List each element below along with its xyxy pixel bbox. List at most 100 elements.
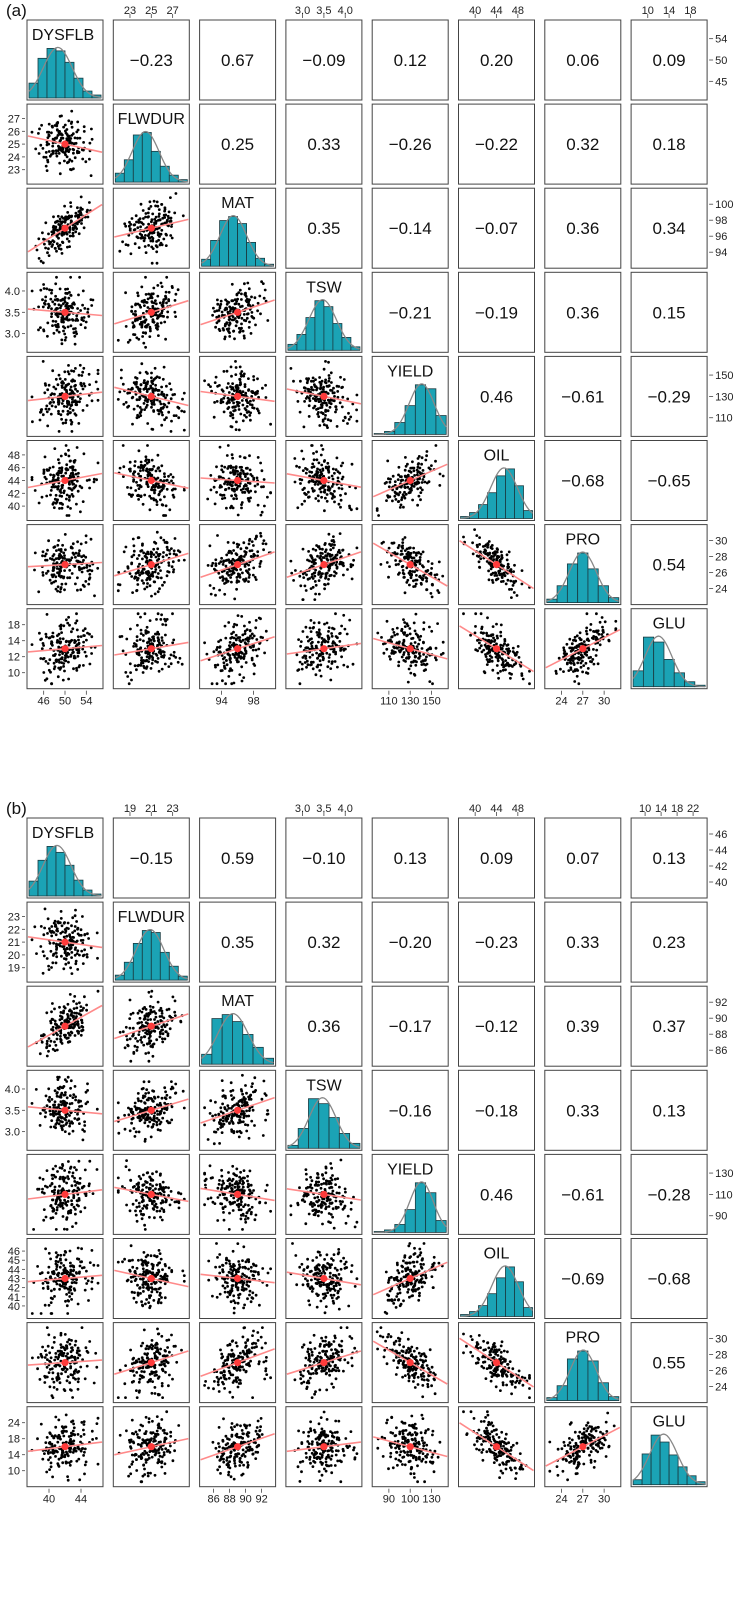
data-point: [152, 199, 156, 203]
data-point: [387, 477, 390, 481]
data-point: [355, 408, 358, 412]
correlation-value: 0.33: [307, 135, 340, 154]
data-point: [70, 304, 73, 308]
data-point: [505, 553, 509, 557]
data-point: [355, 393, 359, 397]
data-point: [239, 472, 242, 476]
data-point: [142, 239, 146, 243]
data-point: [236, 473, 240, 476]
data-point: [157, 554, 161, 558]
data-point: [250, 540, 254, 543]
data-point: [316, 656, 319, 660]
cell-0-5: 0.20: [458, 19, 535, 101]
data-point: [330, 632, 333, 635]
cell-3-2: [199, 271, 277, 353]
cell-5-1: [112, 440, 190, 521]
mean-point: [61, 392, 69, 400]
data-point: [238, 455, 242, 458]
data-point: [171, 612, 174, 616]
data-point: [400, 552, 404, 556]
data-point: [592, 630, 595, 633]
data-point: [315, 544, 318, 547]
data-point: [52, 667, 56, 671]
data-point: [223, 496, 227, 500]
density-curve: [374, 383, 447, 436]
data-point: [246, 281, 250, 285]
data-point: [128, 460, 132, 464]
data-point: [501, 572, 505, 576]
data-point: [145, 382, 149, 386]
data-point: [74, 639, 77, 643]
data-point: [570, 642, 574, 646]
data-point: [506, 566, 510, 569]
cell-6-5: [458, 524, 535, 606]
data-point: [139, 236, 143, 240]
data-point: [162, 538, 166, 542]
data-point: [63, 159, 66, 163]
data-point: [121, 382, 125, 386]
data-point: [323, 484, 327, 487]
data-point: [230, 399, 234, 402]
data-point: [60, 486, 64, 490]
data-point: [345, 632, 349, 636]
data-point: [418, 560, 421, 563]
data-point: [227, 573, 231, 577]
correlation-value: 0.20: [480, 51, 513, 70]
data-point: [58, 466, 61, 470]
data-point: [127, 682, 131, 686]
data-point: [208, 584, 212, 587]
data-point: [78, 549, 81, 553]
data-point: [73, 342, 77, 346]
data-point: [242, 318, 246, 322]
data-point: [148, 578, 152, 581]
data-point: [249, 555, 253, 558]
data-point: [438, 484, 442, 487]
data-point: [486, 552, 489, 555]
data-point: [324, 401, 328, 405]
data-point: [132, 324, 136, 327]
data-point: [303, 499, 306, 503]
data-point: [339, 375, 342, 379]
data-point: [81, 409, 85, 412]
data-point: [595, 612, 598, 616]
data-point: [172, 552, 176, 556]
data-point: [441, 574, 445, 578]
data-point: [130, 678, 133, 682]
data-point: [59, 550, 63, 553]
data-point: [140, 464, 144, 468]
data-point: [414, 578, 417, 582]
data-point: [56, 299, 59, 302]
data-point: [90, 127, 93, 131]
data-point: [71, 551, 75, 555]
data-point: [509, 676, 512, 680]
data-point: [42, 329, 46, 333]
data-point: [218, 304, 222, 308]
data-point: [228, 335, 232, 338]
histogram-bar: [150, 150, 161, 183]
data-point: [44, 632, 48, 636]
data-point: [167, 401, 171, 405]
data-point: [160, 285, 164, 288]
data-point: [65, 237, 69, 241]
data-point: [58, 624, 62, 628]
data-point: [253, 664, 257, 667]
data-point: [289, 367, 293, 370]
cell-0-4: 0.12: [371, 19, 449, 101]
data-point: [436, 589, 440, 592]
data-point: [355, 419, 359, 423]
data-point: [60, 252, 64, 255]
data-point: [341, 548, 344, 552]
data-point: [249, 399, 252, 403]
data-point: [319, 387, 322, 391]
data-point: [87, 393, 91, 397]
data-point: [500, 550, 503, 554]
data-point: [316, 483, 320, 486]
data-point: [64, 582, 68, 586]
mean-point: [147, 392, 155, 400]
mean-point: [147, 561, 155, 569]
data-point: [388, 480, 392, 484]
data-point: [163, 475, 167, 478]
data-point: [312, 480, 315, 483]
data-point: [244, 391, 248, 395]
data-point: [395, 626, 399, 630]
